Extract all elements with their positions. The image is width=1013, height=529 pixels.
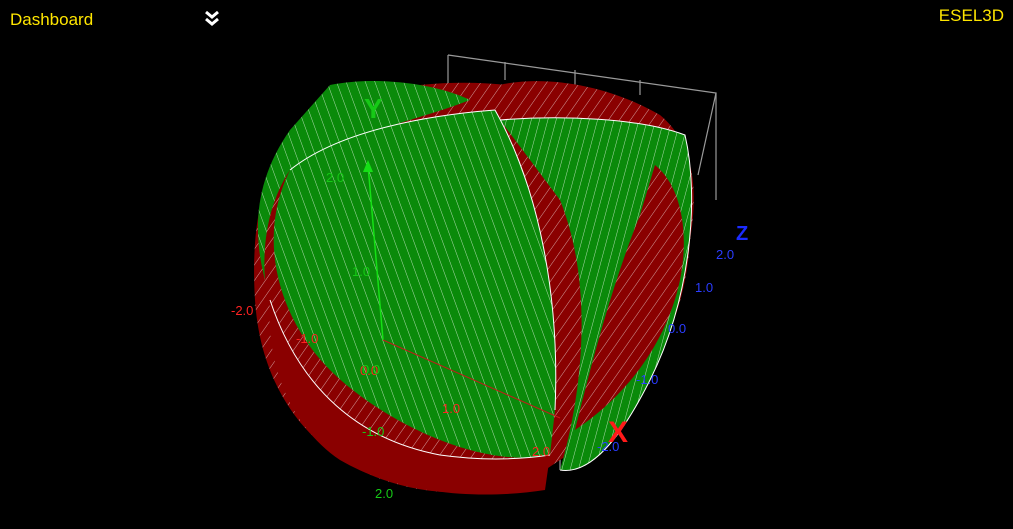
x-tick: 1.0 <box>442 401 460 416</box>
y-axis-arrowhead <box>363 160 373 172</box>
x-axis-line <box>382 339 561 419</box>
surface-red-right <box>575 165 684 430</box>
x-axis-ticks: -2.0 -1.0 0.0 1.0 2.0 <box>231 303 550 459</box>
y-tick: 2.0 <box>375 486 393 501</box>
y-tick: 2.0 <box>326 170 344 185</box>
x-tick: 2.0 <box>532 444 550 459</box>
y-tick: 0.0 <box>362 362 380 377</box>
x-tick: -2.0 <box>231 303 253 318</box>
z-axis-ticks: 2.0 1.0 0.0 -1.0 -2.0 <box>597 247 734 454</box>
z-tick: -1.0 <box>636 372 658 387</box>
surface-outlines <box>269 109 693 471</box>
x-tick: 0.0 <box>360 363 378 378</box>
y-tick: 1.0 <box>352 264 370 279</box>
surface-green-left <box>257 80 470 280</box>
top-bar: Dashboard ESEL3D <box>0 0 1013 40</box>
x-axis-label: X <box>608 416 628 449</box>
dashboard-menu-link[interactable]: Dashboard <box>10 10 94 29</box>
z-axis-label: Z <box>736 223 748 245</box>
y-axis-line <box>367 164 384 341</box>
brand-label: ESEL3D <box>938 6 1004 25</box>
surface-green-main <box>273 110 556 458</box>
x-tick: -1.0 <box>296 331 318 346</box>
z-tick: 1.0 <box>695 280 713 295</box>
double-chevron-down-icon[interactable] <box>201 8 223 30</box>
z-tick: 2.0 <box>716 247 734 262</box>
surface-red-bottom <box>269 300 550 495</box>
z-tick: -2.0 <box>597 439 619 454</box>
y-axis-label: Y <box>364 93 383 124</box>
z-tick: 0.0 <box>668 321 686 336</box>
y-axis-ticks: -1.0 0.0 1.0 2.0 2.0 <box>326 170 393 501</box>
y-tick: -1.0 <box>362 424 384 439</box>
